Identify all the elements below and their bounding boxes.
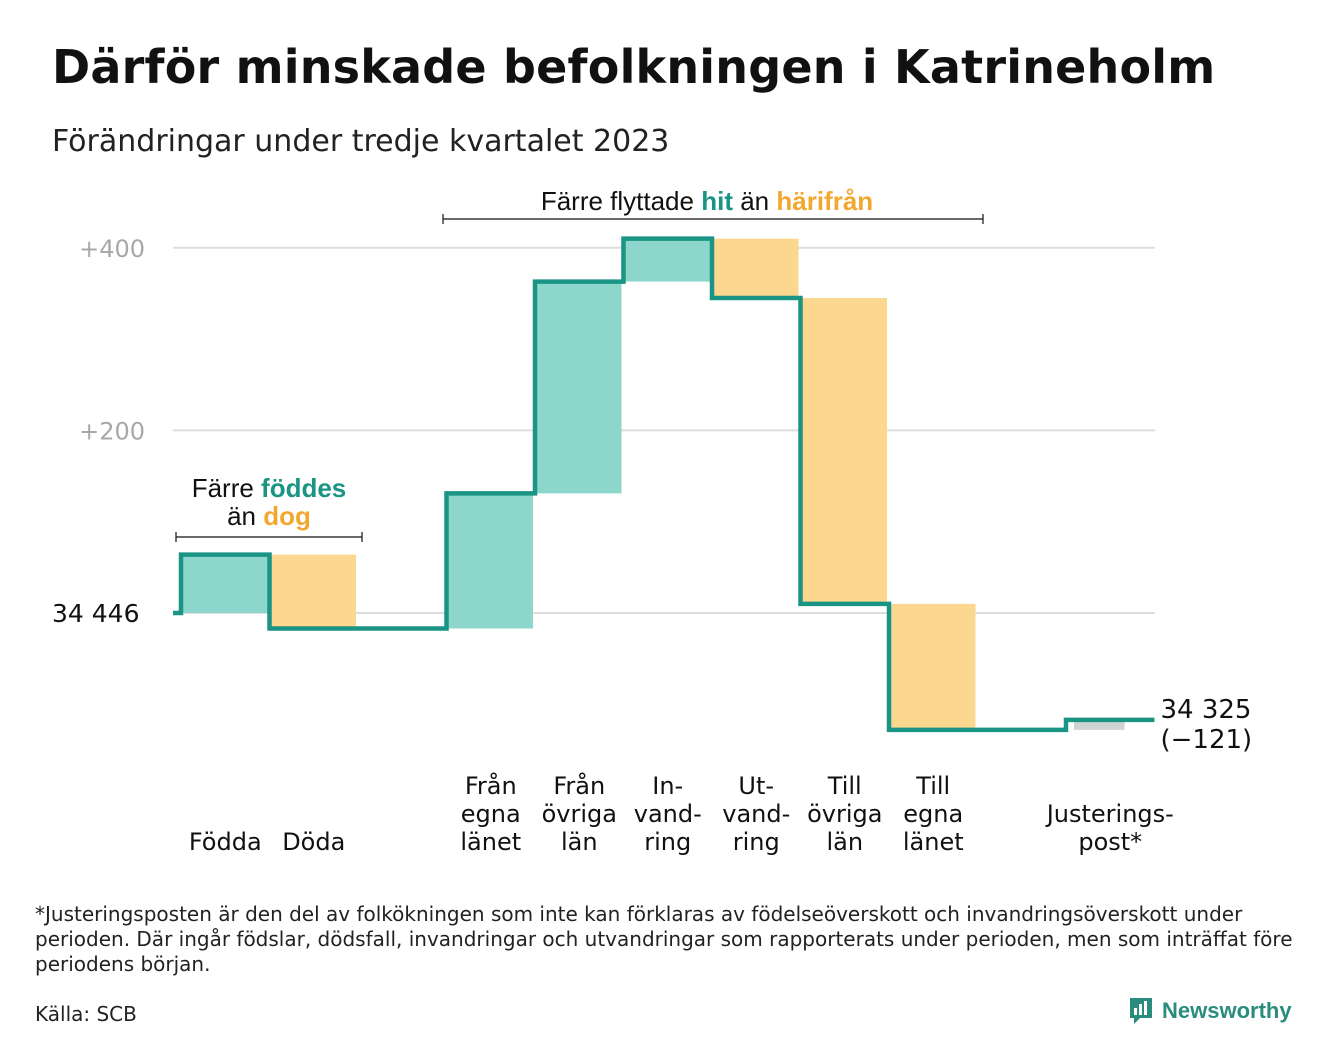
- footnote: *Justeringsposten är den del av folkökni…: [35, 902, 1310, 977]
- brand-name: Newsworthy: [1162, 998, 1292, 1024]
- category-label: län: [561, 828, 598, 856]
- category-label: vand-: [722, 800, 790, 828]
- waterfall-bar: [183, 555, 268, 613]
- waterfall-bar: [537, 282, 622, 494]
- category-label: post*: [1078, 828, 1142, 856]
- category-label: egna: [903, 800, 963, 828]
- newsworthy-logo-icon: [1128, 996, 1154, 1026]
- category-label: egna: [461, 800, 521, 828]
- category-label: ring: [644, 828, 691, 856]
- category-label: län: [826, 828, 863, 856]
- y-tick-label: +200: [79, 417, 145, 445]
- waterfall-bar: [449, 493, 534, 628]
- category-label: Från: [553, 771, 605, 800]
- waterfall-bar: [626, 239, 711, 282]
- category-label: övriga: [542, 800, 617, 828]
- category-label: ring: [733, 828, 780, 856]
- category-label: länet: [460, 828, 521, 856]
- annotation-migration: Färre flyttade hit än härifrån: [541, 186, 873, 216]
- end-value-label: 34 325: [1161, 695, 1252, 725]
- y-tick-label: +400: [79, 235, 145, 263]
- end-change-label: (−121): [1161, 725, 1253, 755]
- category-label: Ut-: [738, 772, 774, 800]
- category-label: Justerings-: [1045, 800, 1174, 828]
- waterfall-bar: [803, 298, 888, 604]
- annotation-births-line2: än dog: [227, 501, 311, 531]
- waterfall-bar: [272, 555, 357, 629]
- waterfall-bar: [891, 604, 976, 730]
- waterfall-bar: [714, 239, 799, 298]
- category-label: Födda: [189, 828, 262, 856]
- category-label: Döda: [282, 828, 345, 856]
- start-value-label: 34 446: [52, 599, 139, 628]
- category-label: övriga: [807, 800, 882, 828]
- category-label: vand-: [634, 800, 702, 828]
- brand-logo: Newsworthy: [1128, 996, 1292, 1026]
- category-label: Till: [915, 772, 950, 800]
- category-label: Till: [827, 772, 862, 800]
- category-label: In-: [652, 772, 683, 800]
- category-label: Från: [465, 771, 517, 800]
- category-label: länet: [903, 828, 964, 856]
- source-label: Källa: SCB: [35, 1002, 137, 1026]
- annotation-births-line1: Färre föddes: [192, 473, 347, 503]
